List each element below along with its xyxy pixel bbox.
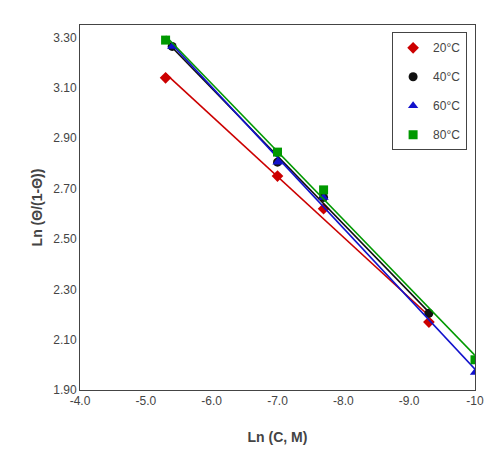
- svg-text:3.30: 3.30: [53, 31, 77, 45]
- svg-text:40°C: 40°C: [433, 70, 460, 84]
- svg-text:80°C: 80°C: [433, 128, 460, 142]
- svg-text:60°C: 60°C: [433, 99, 460, 113]
- svg-text:-10: -10: [466, 394, 484, 408]
- svg-text:2.50: 2.50: [53, 232, 77, 246]
- svg-text:2.30: 2.30: [53, 283, 77, 297]
- svg-text:2.90: 2.90: [53, 131, 77, 145]
- svg-text:3.10: 3.10: [53, 81, 77, 95]
- svg-text:2.70: 2.70: [53, 182, 77, 196]
- svg-text:-6.0: -6.0: [201, 394, 222, 408]
- svg-text:-7.0: -7.0: [267, 394, 288, 408]
- svg-text:-5.0: -5.0: [135, 394, 156, 408]
- svg-text:20°C: 20°C: [433, 41, 460, 55]
- svg-text:1.90: 1.90: [53, 383, 77, 397]
- svg-text:Ln (Θ/(1-Θ)): Ln (Θ/(1-Θ)): [29, 169, 45, 247]
- svg-text:-4.0: -4.0: [70, 394, 91, 408]
- svg-text:2.10: 2.10: [53, 333, 77, 347]
- svg-text:-9.0: -9.0: [399, 394, 420, 408]
- svg-text:-8.0: -8.0: [333, 394, 354, 408]
- svg-text:Ln (C, M): Ln (C, M): [248, 429, 308, 445]
